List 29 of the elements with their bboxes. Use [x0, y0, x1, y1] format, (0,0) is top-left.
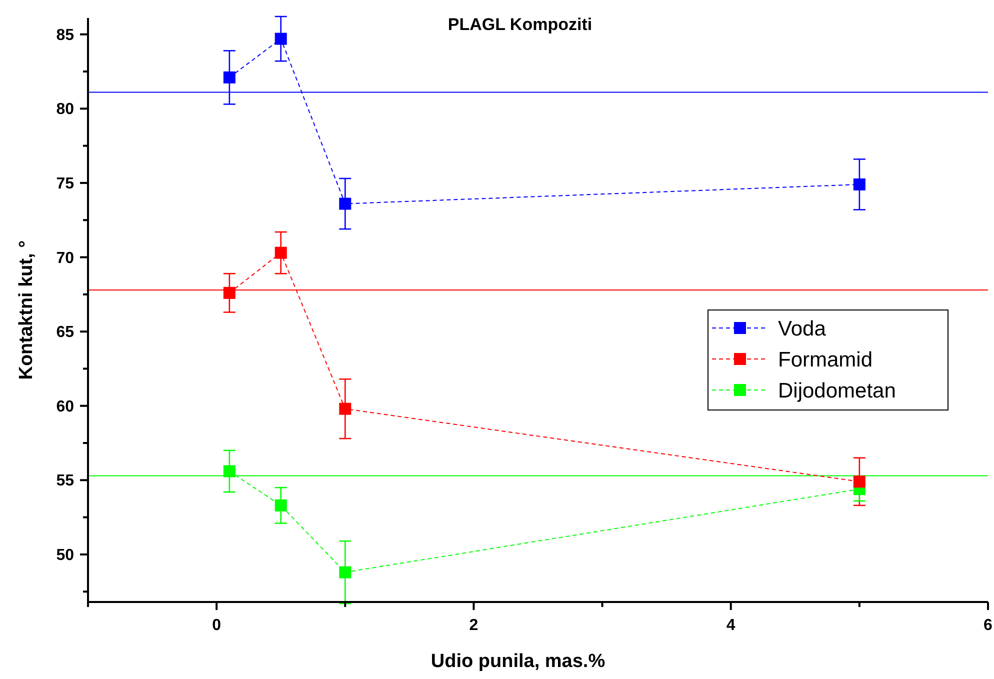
y-axis-title: Kontaktni kut, ° [16, 240, 37, 380]
legend-label: Voda [778, 317, 826, 340]
x-axis-title: Udio punila, mas.% [430, 651, 606, 672]
x-tick-label: 4 [726, 617, 736, 634]
y-tick-label: 75 [56, 176, 74, 193]
point [223, 465, 236, 478]
chart-title: PLAGL Kompoziti [448, 15, 592, 34]
y-tick-label: 65 [56, 324, 74, 342]
y-tick-label: 85 [56, 26, 74, 44]
point [339, 566, 352, 578]
point [274, 499, 287, 512]
point [339, 402, 352, 415]
point [274, 246, 287, 259]
point [223, 71, 236, 84]
legend-label: Formamid [778, 348, 873, 372]
x-tick-label: 6 [984, 617, 993, 634]
point [853, 178, 866, 190]
y-tick-label: 70 [56, 250, 74, 267]
point [339, 198, 352, 210]
y-tick-label: 55 [56, 472, 74, 490]
y-tick-label: 50 [56, 547, 74, 564]
x-tick-label: 2 [469, 617, 478, 634]
point [274, 32, 287, 45]
y-tick-label: 60 [56, 398, 74, 416]
point [853, 476, 866, 488]
y-tick-label: 80 [56, 101, 74, 118]
point [223, 286, 236, 299]
legend-label: Dijodometan [778, 379, 896, 402]
x-tick-label: 0 [212, 617, 222, 634]
